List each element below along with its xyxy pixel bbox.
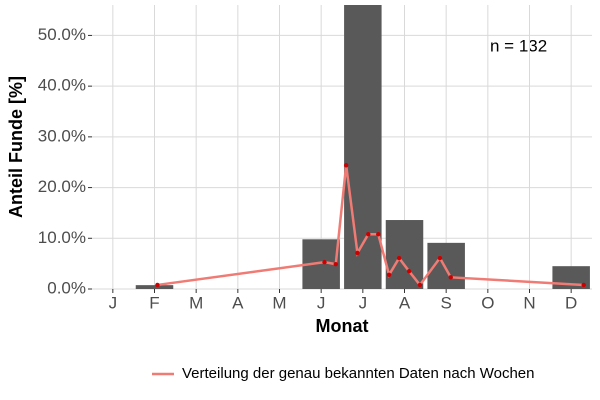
bar xyxy=(385,220,424,289)
x-axis-label: Monat xyxy=(316,316,369,336)
line-point xyxy=(396,255,402,261)
line-point xyxy=(448,275,453,280)
x-tick-label: N xyxy=(523,293,535,312)
x-tick-label: A xyxy=(232,293,244,312)
bar xyxy=(135,285,174,289)
line-point xyxy=(376,232,381,237)
x-tick-label: A xyxy=(399,293,411,312)
line-point xyxy=(437,255,443,261)
line-point xyxy=(581,282,586,288)
x-tick-label: D xyxy=(565,293,577,312)
x-tick-label: J xyxy=(317,293,326,312)
bar xyxy=(344,5,382,289)
line-point xyxy=(366,232,371,237)
y-tick-label: 50.0% xyxy=(38,25,86,44)
line-point xyxy=(406,269,412,274)
line-point xyxy=(343,163,349,168)
x-tick-label: F xyxy=(149,293,159,312)
x-tick-label: J xyxy=(359,293,368,312)
x-tick-label: M xyxy=(189,293,203,312)
line-point xyxy=(155,282,160,288)
line-point xyxy=(355,250,360,256)
y-tick-label: 20.0% xyxy=(38,177,86,196)
y-tick-label: 30.0% xyxy=(38,126,86,145)
line-point xyxy=(322,259,327,265)
legend-label: Verteilung der genau bekannten Daten nac… xyxy=(182,365,535,382)
line xyxy=(157,165,584,287)
line-point xyxy=(333,261,338,267)
y-axis-label: Anteil Funde [%] xyxy=(6,76,26,218)
x-tick-label: J xyxy=(109,293,118,312)
x-tick-label: M xyxy=(272,293,286,312)
x-tick-label: O xyxy=(481,293,494,312)
line-point xyxy=(386,272,392,277)
y-tick-label: 10.0% xyxy=(38,228,86,247)
y-tick-label: 40.0% xyxy=(38,76,86,95)
annotation: n = 132 xyxy=(490,36,547,55)
x-tick-label: S xyxy=(440,293,451,312)
y-tick-label: 0.0% xyxy=(47,278,86,297)
line-point xyxy=(417,282,423,288)
